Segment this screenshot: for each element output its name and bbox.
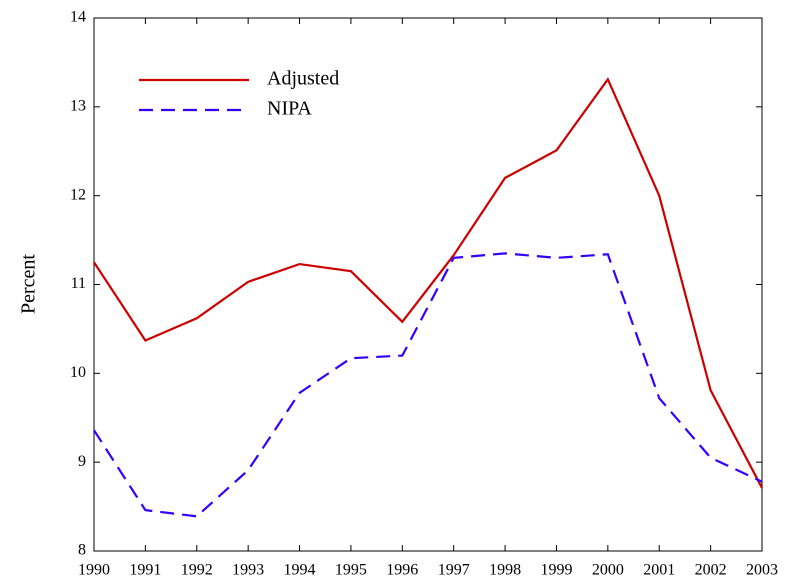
plot-frame (93, 17, 763, 552)
y-tick-label: 12 (70, 186, 86, 203)
x-tick-label: 1992 (181, 562, 213, 579)
y-axis-label: Percent (18, 254, 40, 314)
y-tick-label: 8 (78, 542, 86, 559)
y-tick-label: 9 (78, 453, 86, 470)
y-tick-label: 10 (70, 364, 86, 381)
x-tick-label: 2001 (643, 562, 675, 579)
y-tick-label: 13 (70, 98, 86, 115)
y-tick-label: 14 (70, 9, 86, 26)
y-tick-label: 11 (71, 275, 86, 292)
x-tick-label: 1996 (386, 562, 418, 579)
series-line (93, 77, 763, 489)
x-tick-label: 1999 (540, 562, 572, 579)
x-tick-label: 1990 (78, 562, 110, 579)
series-line (93, 252, 763, 518)
x-tick-label: 1998 (489, 562, 521, 579)
x-tick-label: 1995 (335, 562, 367, 579)
x-tick-label: 1991 (129, 562, 161, 579)
legend-label: NIPA (267, 98, 312, 120)
x-tick-label: 2002 (695, 562, 727, 579)
x-tick-label: 2000 (592, 562, 624, 579)
x-tick-label: 2003 (746, 562, 778, 579)
legend-label: Adjusted (267, 68, 339, 90)
x-tick-label: 1994 (284, 562, 316, 579)
x-tick-label: 1993 (232, 562, 264, 579)
x-tick-label: 1997 (438, 562, 470, 579)
